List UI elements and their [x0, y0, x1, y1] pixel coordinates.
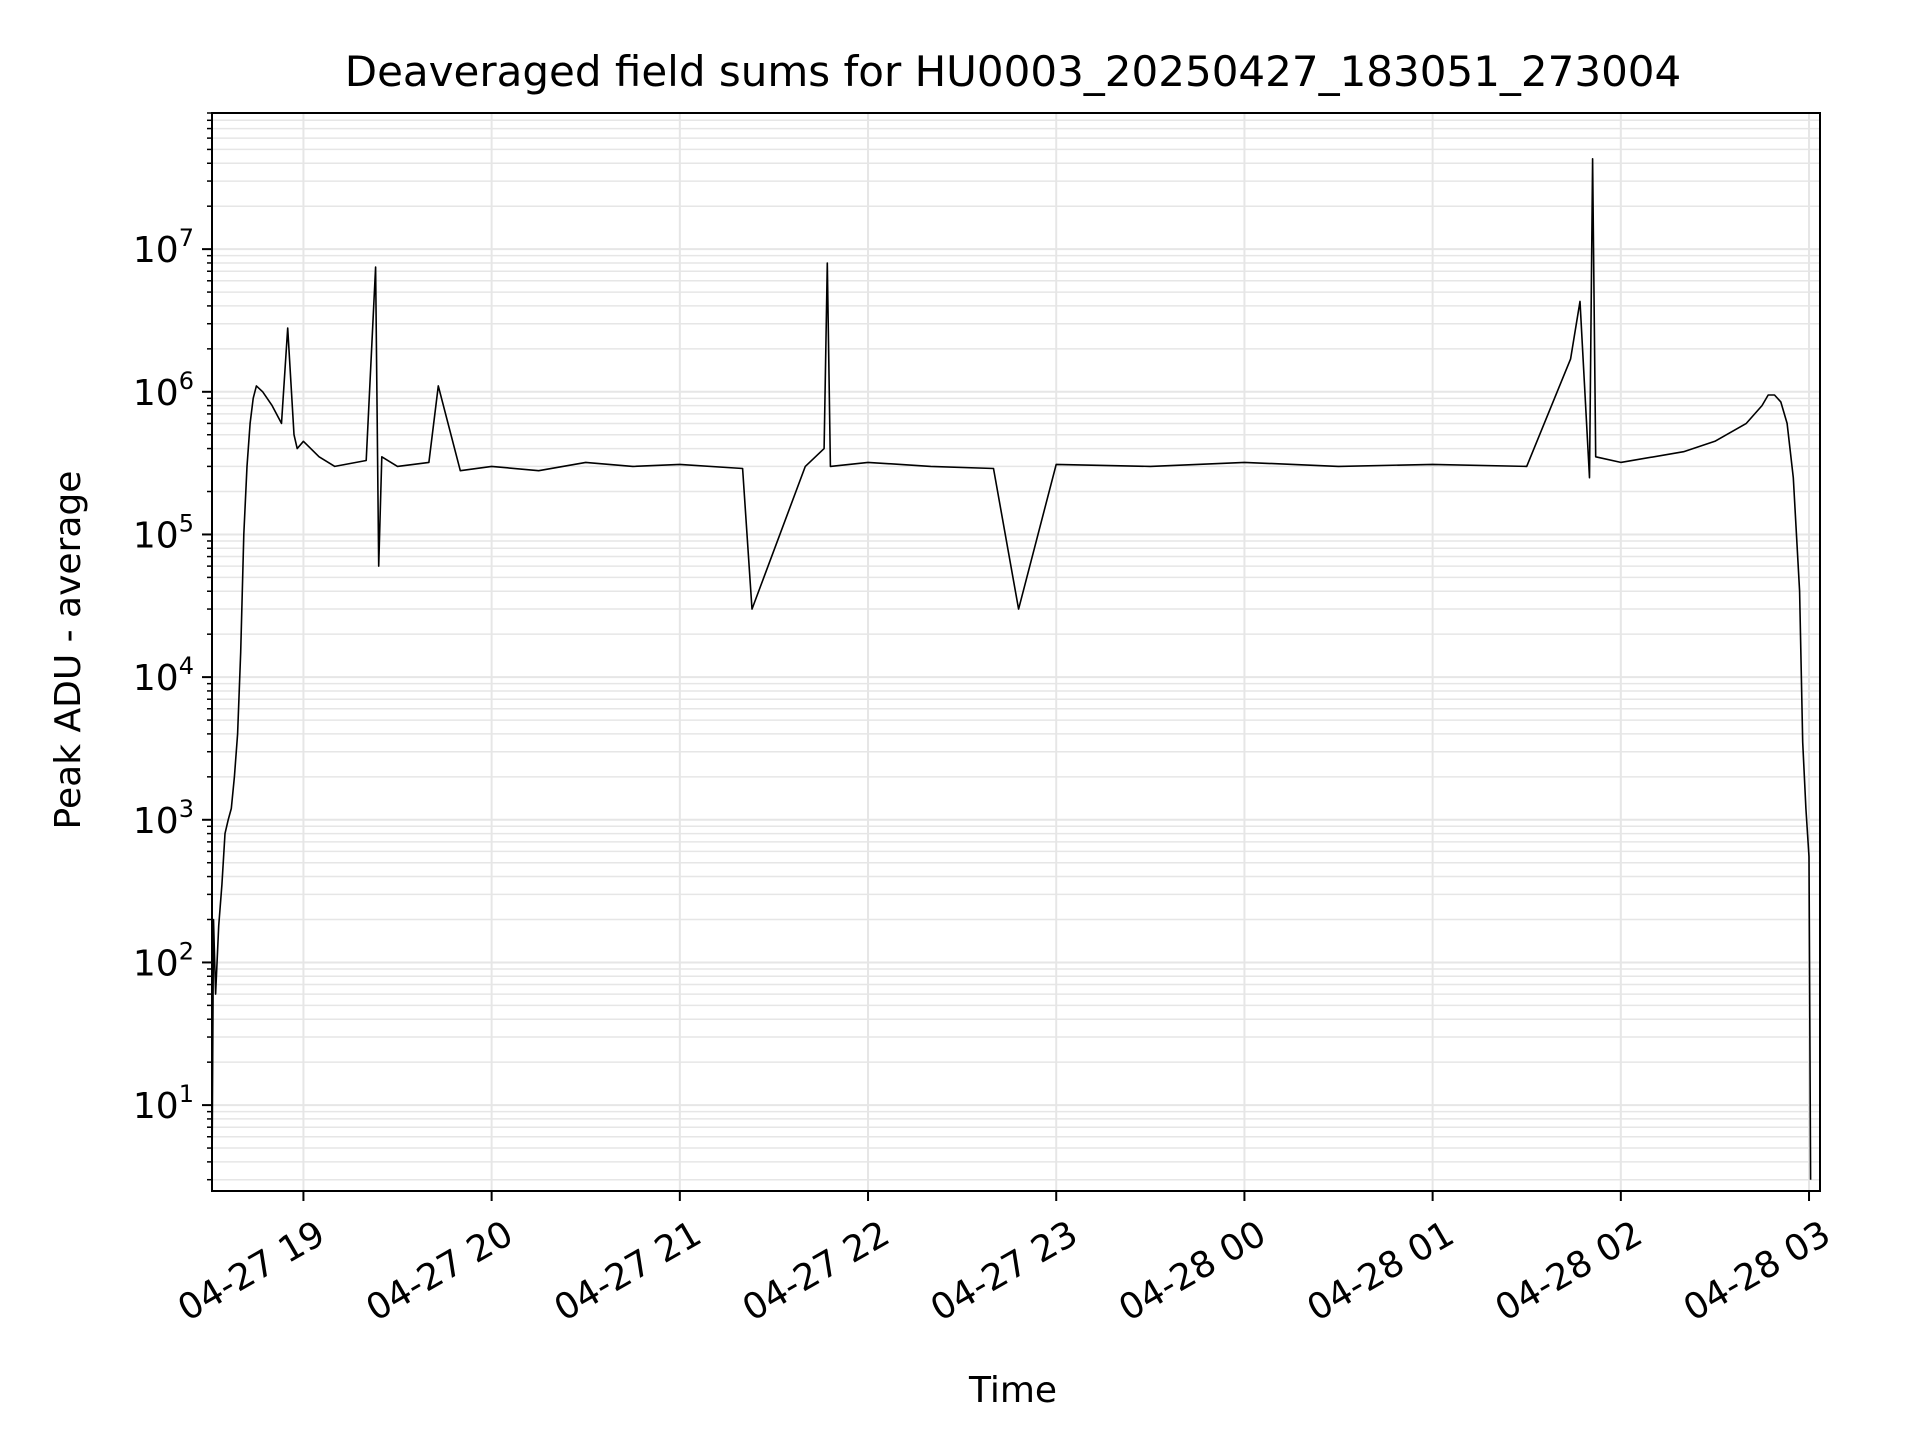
chart-title: Deaveraged field sums for HU0003_2025042… [345, 47, 1682, 96]
y-tick-label: 102 [133, 937, 194, 984]
x-axis-label: Time [968, 1370, 1057, 1411]
y-axis-ticks: 101 102 103 104 105 106 107 [133, 112, 212, 1181]
plot-area-frame [211, 112, 1821, 1192]
y-tick-label: 107 [133, 224, 194, 271]
y-tick-label: 105 [133, 509, 194, 556]
series-line [211, 158, 1812, 1180]
y-axis-label: Peak ADU - average [48, 471, 89, 830]
series-layer [211, 158, 1812, 1180]
grid-lines [212, 112, 1820, 1191]
y-tick-label: 106 [133, 367, 194, 414]
y-tick-label: 103 [133, 795, 194, 842]
y-tick-label: 101 [133, 1080, 194, 1127]
y-tick-label: 104 [133, 652, 194, 699]
